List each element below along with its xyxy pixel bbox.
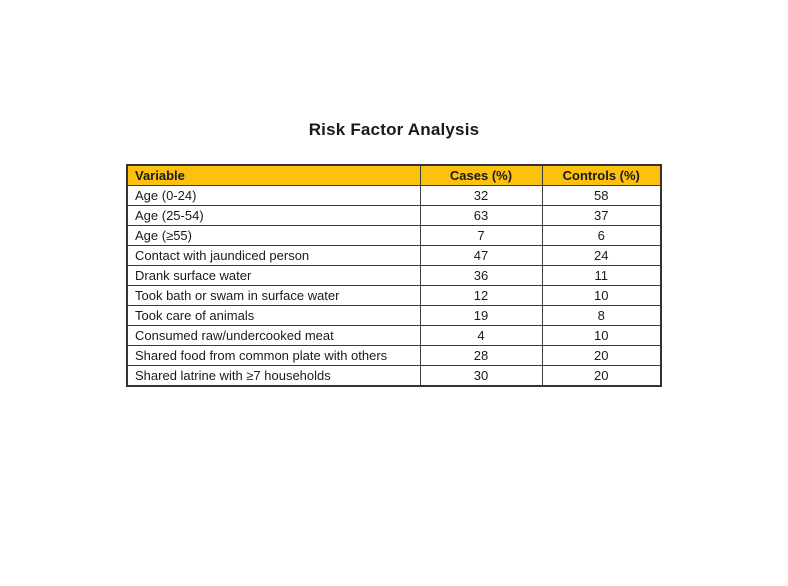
table-row: Consumed raw/undercooked meat 4 10 <box>126 325 662 346</box>
variable-cell: Drank surface water <box>126 265 421 286</box>
column-header-controls: Controls (%) <box>541 164 662 186</box>
controls-cell: 58 <box>541 185 662 206</box>
variable-cell: Shared food from common plate with other… <box>126 345 421 366</box>
cases-cell: 36 <box>419 265 543 286</box>
risk-factor-table: Variable Cases (%) Controls (%) Age (0-2… <box>126 164 662 387</box>
table-row: Age (≥55) 7 6 <box>126 225 662 246</box>
cases-cell: 63 <box>419 205 543 226</box>
table-row: Age (25-54) 63 37 <box>126 205 662 226</box>
controls-cell: 10 <box>541 325 662 346</box>
table-row: Shared food from common plate with other… <box>126 345 662 366</box>
cases-cell: 30 <box>419 365 543 387</box>
table-row: Age (0-24) 32 58 <box>126 185 662 206</box>
table-row: Contact with jaundiced person 47 24 <box>126 245 662 266</box>
table-body: Age (0-24) 32 58 Age (25-54) 63 37 Age (≥55) 7 6… <box>126 185 662 387</box>
cases-cell: 47 <box>419 245 543 266</box>
cases-cell: 7 <box>419 225 543 246</box>
controls-cell: 8 <box>541 305 662 326</box>
variable-cell: Shared latrine with ≥7 households <box>126 365 421 387</box>
table-row: Took bath or swam in surface water 12 10 <box>126 285 662 306</box>
controls-cell: 6 <box>541 225 662 246</box>
controls-cell: 37 <box>541 205 662 226</box>
controls-cell: 11 <box>541 265 662 286</box>
cases-cell: 4 <box>419 325 543 346</box>
variable-cell: Age (≥55) <box>126 225 421 246</box>
column-header-variable: Variable <box>126 164 421 186</box>
variable-cell: Age (0-24) <box>126 185 421 206</box>
table-row: Took care of animals 19 8 <box>126 305 662 326</box>
variable-cell: Took care of animals <box>126 305 421 326</box>
controls-cell: 20 <box>541 345 662 366</box>
cases-cell: 19 <box>419 305 543 326</box>
controls-cell: 24 <box>541 245 662 266</box>
table-header-row: Variable Cases (%) Controls (%) <box>126 164 662 186</box>
page-title: Risk Factor Analysis <box>308 120 480 139</box>
controls-cell: 20 <box>541 365 662 387</box>
table-row: Drank surface water 36 11 <box>126 265 662 286</box>
table-row: Shared latrine with ≥7 households 30 20 <box>126 365 662 387</box>
variable-cell: Contact with jaundiced person <box>126 245 421 266</box>
variable-cell: Consumed raw/undercooked meat <box>126 325 421 346</box>
column-header-cases: Cases (%) <box>419 164 543 186</box>
cases-cell: 28 <box>419 345 543 366</box>
controls-cell: 10 <box>541 285 662 306</box>
variable-cell: Age (25-54) <box>126 205 421 226</box>
cases-cell: 12 <box>419 285 543 306</box>
variable-cell: Took bath or swam in surface water <box>126 285 421 306</box>
cases-cell: 32 <box>419 185 543 206</box>
